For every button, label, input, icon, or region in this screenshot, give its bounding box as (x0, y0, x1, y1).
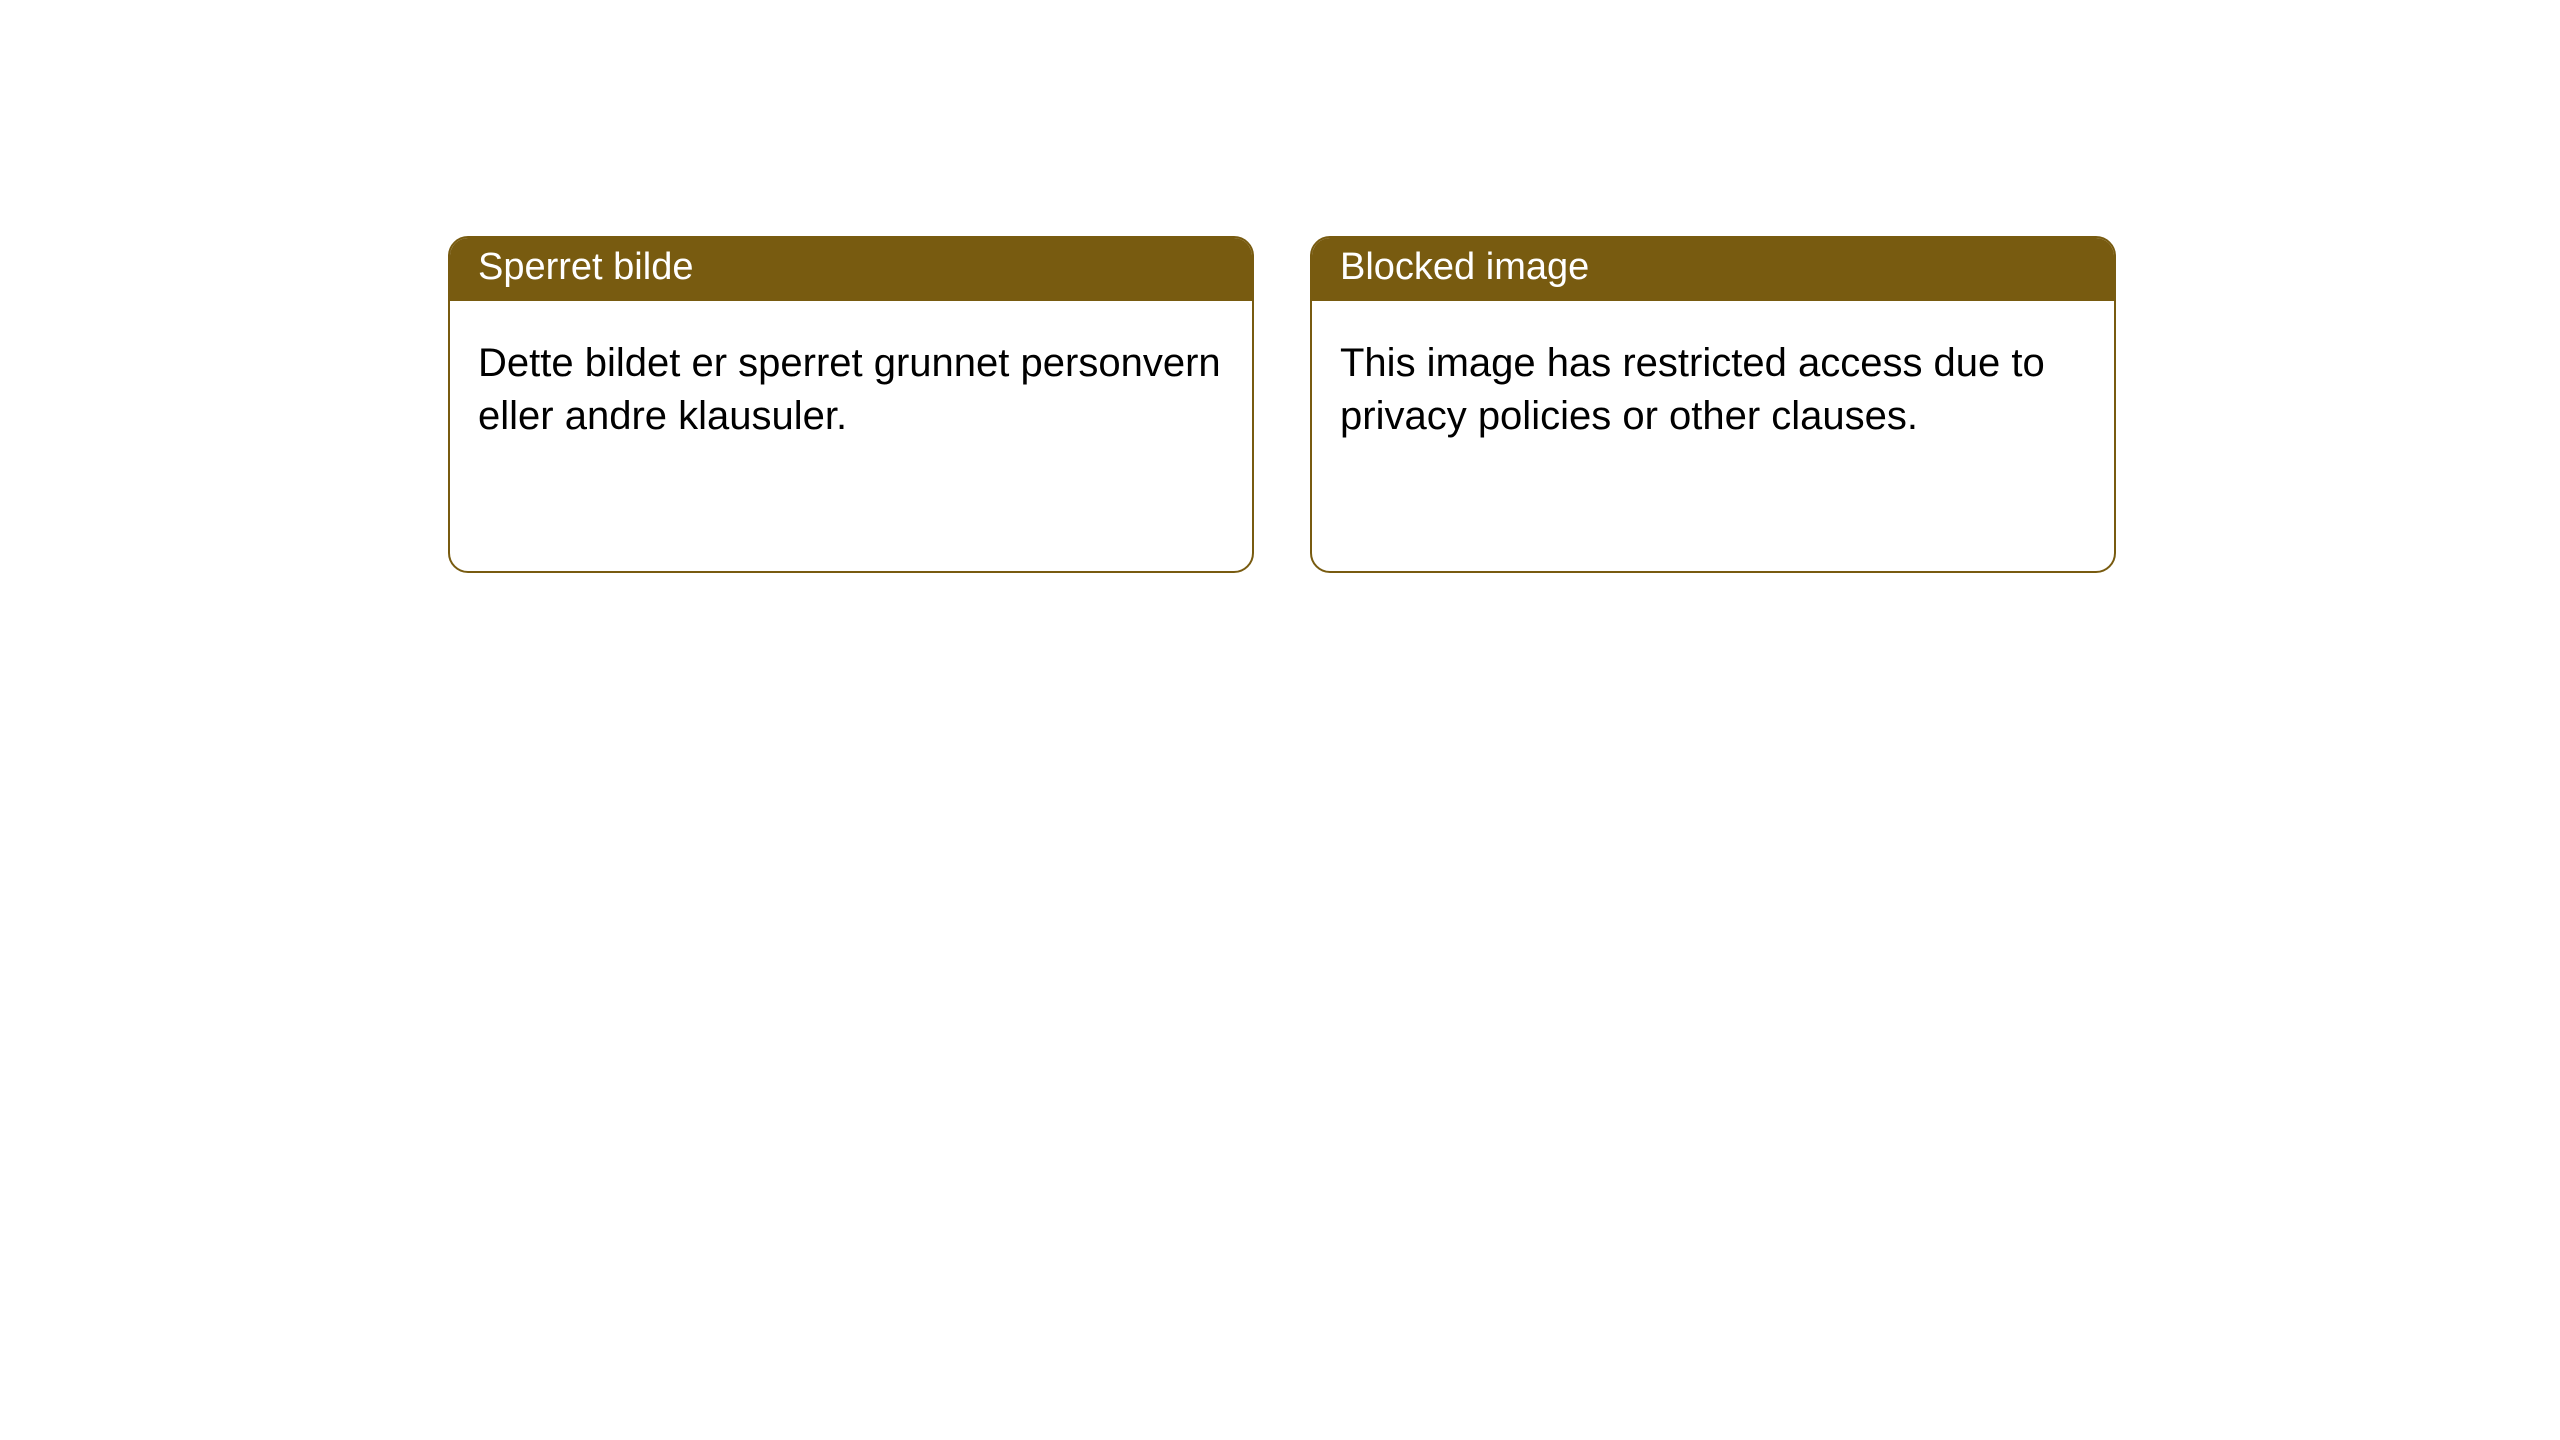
notice-body: This image has restricted access due to … (1312, 301, 2114, 571)
notice-title: Blocked image (1312, 238, 2114, 301)
notice-title: Sperret bilde (450, 238, 1252, 301)
notice-container: Sperret bilde Dette bildet er sperret gr… (0, 0, 2560, 573)
notice-card-norwegian: Sperret bilde Dette bildet er sperret gr… (448, 236, 1254, 573)
notice-body: Dette bildet er sperret grunnet personve… (450, 301, 1252, 571)
notice-card-english: Blocked image This image has restricted … (1310, 236, 2116, 573)
